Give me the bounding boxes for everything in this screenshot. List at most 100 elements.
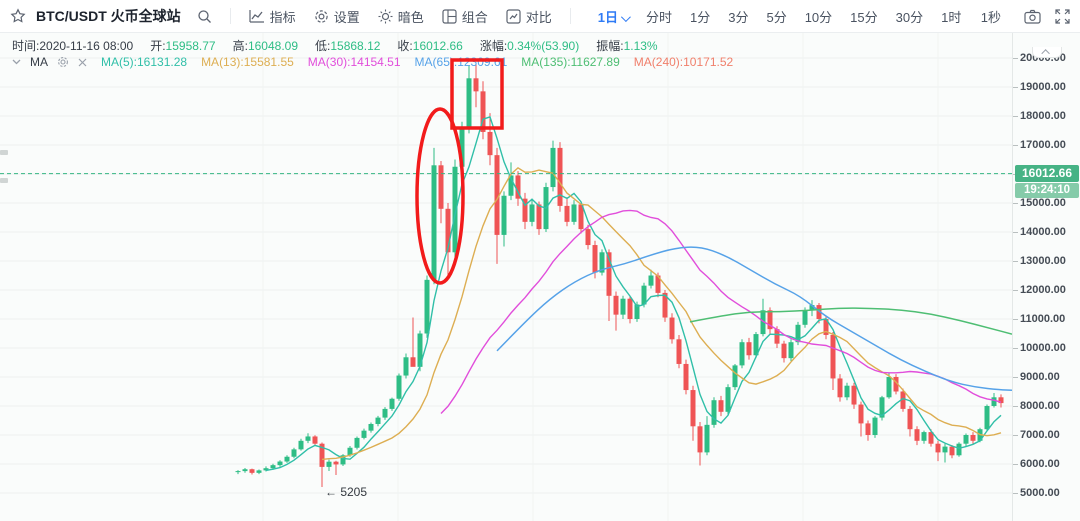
axis-collapse-tab[interactable] (1032, 47, 1062, 58)
axis-tick-mark (1013, 116, 1018, 117)
ohlc-time: 时间:2020-11-16 08:00 (12, 39, 134, 53)
ma-line-MA(65) (496, 246, 1012, 392)
timeframe-30分[interactable]: 30分 (895, 9, 924, 25)
ohlc-change: 涨幅:0.34%(53.90) (479, 39, 580, 53)
ma-lines (265, 116, 1012, 472)
ma-legend-entry: MA(5):16131.28 (101, 55, 188, 69)
timeframe-15分[interactable]: 15分 (850, 9, 878, 25)
axis-tick-label: 9000.00 (1020, 371, 1060, 383)
ohlc-close: 收:16012.66 (397, 39, 463, 53)
camera-icon[interactable] (1024, 9, 1041, 24)
chevron-up-icon (1041, 49, 1050, 58)
axis-tick-mark (1013, 319, 1018, 320)
axis-tick-label: 8000.00 (1020, 400, 1060, 412)
ma-line-13 (321, 167, 1002, 461)
chevron-down-icon (620, 11, 631, 22)
axis-tick-label: 14000.00 (1020, 226, 1066, 238)
ma-legend: MA MA(5):16131.28 MA(13):15581.55 MA(30):1… (12, 55, 733, 69)
axis-tick-mark (1013, 145, 1018, 146)
timeframe-分时[interactable]: 分时 (645, 9, 672, 25)
timeframe-1s[interactable]: 1秒 (980, 9, 1001, 25)
fullscreen-icon[interactable] (1055, 8, 1070, 24)
timeframe-1日[interactable]: 1日 (598, 7, 631, 26)
ma-title: MA (30, 55, 48, 69)
menu-layout[interactable]: 组合 (442, 7, 488, 26)
axis-tick-label: 7000.00 (1020, 429, 1060, 441)
price-axis[interactable]: 20000.0019000.0018000.0017000.0016000.00… (1012, 33, 1080, 521)
ma-line-MA(135) (689, 307, 1012, 335)
divider (229, 8, 231, 24)
axis-tick-label: 12000.00 (1020, 284, 1066, 296)
ohlc-high: 高:16048.09 (232, 39, 299, 53)
symbol-title: BTC/USDT 火币全球站 (36, 8, 181, 24)
menu-settings[interactable]: 设置 (314, 7, 360, 26)
toolbar-menu: 指标 设置 暗色 组合 对比 (249, 7, 552, 26)
axis-tick-mark (1013, 203, 1018, 204)
axis-tick-label: 6000.00 (1020, 458, 1060, 470)
toolbar-right: 1秒 (972, 7, 1070, 26)
gear-icon (314, 9, 329, 24)
chart-region: 时间:2020-11-16 08:00 开:15958.77 高:16048.0… (0, 33, 1080, 521)
axis-tick-label: 15000.00 (1020, 197, 1066, 209)
ohlc-amplitude: 振幅:1.13% (596, 39, 658, 53)
axis-tick-mark (1013, 435, 1018, 436)
axis-tick-mark (1013, 290, 1018, 291)
ma-legend-entry: MA(65):12309.61 (414, 55, 508, 69)
favorite-star-icon[interactable] (10, 8, 26, 24)
timeframe-5分[interactable]: 5分 (766, 9, 787, 25)
ohlc-low: 低:15868.12 (315, 39, 381, 53)
axis-tick-mark (1013, 348, 1018, 349)
ma-controls: MA (12, 55, 87, 69)
ma-line-5 (265, 116, 1002, 472)
ma-entries: MA(5):16131.28 MA(13):15581.55 MA(30):1415… (101, 55, 733, 69)
gridlines (0, 33, 1012, 521)
timeframe-1时[interactable]: 1时 (941, 9, 962, 25)
divider (569, 8, 571, 24)
ma-legend-entry: MA(13):15581.55 (201, 55, 294, 69)
sun-icon (378, 9, 393, 24)
axis-tick-mark (1013, 87, 1018, 88)
axis-tick-mark (1013, 261, 1018, 262)
axis-tick-label: 10000.00 (1020, 342, 1066, 354)
axis-tick-mark (1013, 493, 1018, 494)
ohlc-open: 开:15958.77 (150, 39, 216, 53)
axis-tick-mark (1013, 58, 1018, 59)
ma-legend-entry: MA(30):14154.51 (307, 55, 401, 69)
chart-line-icon (249, 9, 265, 23)
ma-legend-entry: MA(240):10171.52 (633, 55, 734, 69)
ma-close-icon[interactable] (78, 58, 87, 67)
axis-tick-label: 19000.00 (1020, 81, 1066, 93)
candles (235, 62, 1004, 488)
timeframe-1分[interactable]: 1分 (690, 9, 711, 25)
ma-line-30 (440, 209, 1002, 414)
grid-icon (442, 8, 457, 24)
search-icon[interactable] (197, 9, 212, 24)
toolbar-left: BTC/USDT 火币全球站 指标 设置 暗色 组合 对比 1日 分时 1分 3分 5分 10分 1… (10, 6, 970, 26)
axis-tick-mark (1013, 377, 1018, 378)
axis-tick-mark (1013, 464, 1018, 465)
chart-canvas[interactable] (0, 33, 1012, 521)
axis-tick-label: 5000.00 (1020, 487, 1060, 499)
axis-tick-mark (1013, 406, 1018, 407)
ma-settings-gear-icon[interactable] (57, 56, 69, 68)
compare-icon (506, 8, 521, 24)
left-handle-icon[interactable] (0, 150, 8, 155)
axis-tick-label: 13000.00 (1020, 255, 1066, 267)
axis-tick-label: 18000.00 (1020, 110, 1066, 122)
ma-legend-entry: MA(135):11627.89 (521, 55, 620, 69)
chevron-down-icon[interactable] (12, 59, 21, 65)
timeframe-10分[interactable]: 10分 (804, 9, 833, 25)
axis-tick-label: 17000.00 (1020, 139, 1066, 151)
timeframe-3分[interactable]: 3分 (728, 9, 749, 25)
menu-indicators[interactable]: 指标 (249, 7, 296, 26)
menu-theme[interactable]: 暗色 (378, 7, 424, 26)
ohlc-info-bar: 时间:2020-11-16 08:00 开:15958.77 高:16048.0… (12, 37, 658, 54)
menu-compare[interactable]: 对比 (506, 7, 552, 26)
top-toolbar: BTC/USDT 火币全球站 指标 设置 暗色 组合 对比 1日 分时 1分 3分 5分 10分 1… (0, 0, 1080, 33)
countdown-badge: 19:24:10 (1015, 183, 1079, 199)
left-handle-icon[interactable] (0, 178, 8, 183)
axis-tick-mark (1013, 232, 1018, 233)
current-price-badge: 16012.66 (1015, 165, 1079, 183)
timeframe-group: 1日 分时 1分 3分 5分 10分 15分 30分 1时 (589, 7, 971, 26)
